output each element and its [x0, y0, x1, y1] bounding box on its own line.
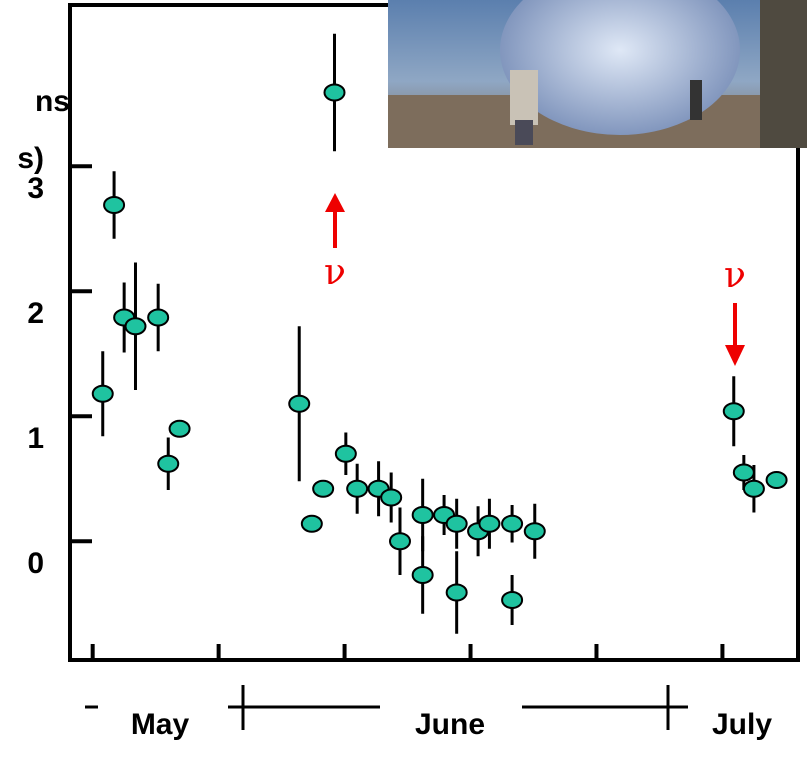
data-point [744, 481, 764, 497]
annotation: ν [724, 255, 746, 296]
y-axis-label: s) [17, 142, 44, 175]
y-tick-label: 3 [27, 172, 44, 205]
data-point [289, 396, 309, 412]
data-point [767, 472, 787, 488]
data-point [390, 533, 410, 549]
data-point [447, 516, 467, 532]
data-point [479, 516, 499, 532]
data-point [502, 516, 522, 532]
annotation: ν [324, 252, 346, 293]
month-label: June [415, 708, 485, 741]
data-point [724, 403, 744, 419]
data-point [381, 490, 401, 506]
data-point [158, 456, 178, 472]
data-point [148, 310, 168, 326]
data-point [125, 318, 145, 334]
data-point [336, 446, 356, 462]
month-label: July [712, 708, 772, 741]
month-label: May [131, 708, 190, 741]
y-tick-label: 1 [27, 422, 44, 455]
data-point [413, 507, 433, 523]
data-point [324, 85, 344, 101]
y-tick-label: 0 [27, 547, 44, 580]
page: {"chart_data": {"type": "scatter", "y_la… [0, 0, 807, 758]
photo [388, 0, 807, 148]
data-point [170, 421, 190, 437]
y-tick-label: 2 [27, 297, 44, 330]
data-point [502, 592, 522, 608]
data-point [93, 386, 113, 402]
chart: ns s) May June July ν ν 0 1 2 3 [0, 0, 807, 758]
data-point [447, 585, 467, 601]
data-point [104, 197, 124, 213]
data-point [413, 567, 433, 583]
data-point [734, 465, 754, 481]
data-point [302, 516, 322, 532]
data-point [347, 481, 367, 497]
arrows [325, 193, 745, 366]
data-point [525, 523, 545, 539]
data-point [313, 481, 333, 497]
y-axis-label: ns [35, 85, 70, 118]
